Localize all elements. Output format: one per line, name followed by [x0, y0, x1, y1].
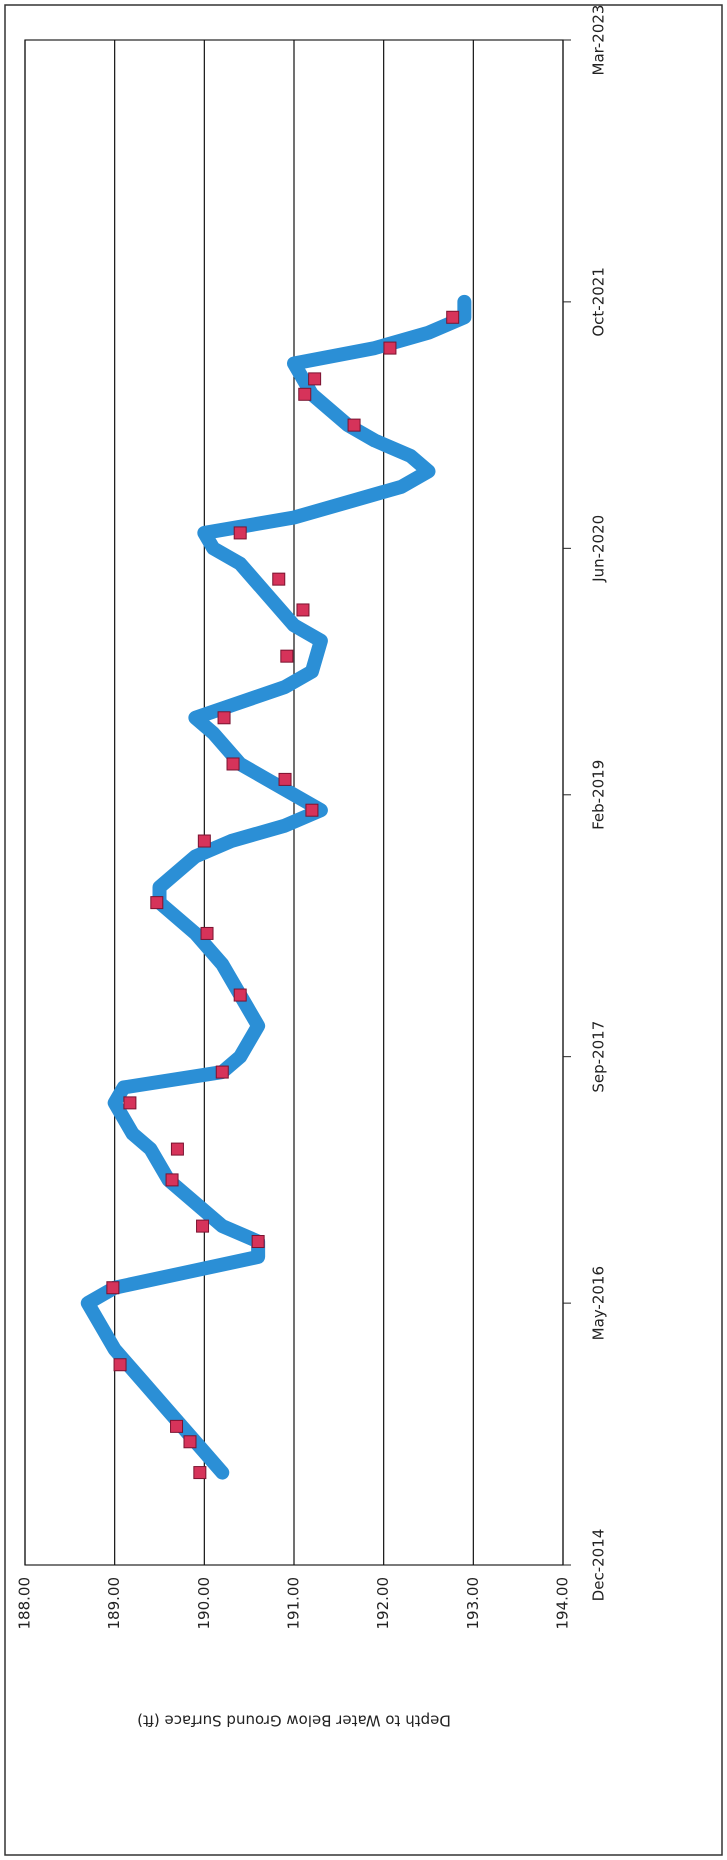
measurement-marker [233, 526, 247, 540]
water-level-line [80, 294, 472, 1480]
x-tick-label: May-2016 [590, 1266, 608, 1340]
measurement-marker [251, 1235, 265, 1249]
measurement-marker [106, 1281, 120, 1295]
measurement-marker [215, 1065, 229, 1079]
x-tick-label: Oct-2021 [590, 267, 608, 337]
measurement-marker [446, 310, 460, 324]
measurement-marker [272, 572, 286, 586]
y-tick-label: 188.00 [16, 1577, 34, 1630]
measurement-marker [347, 418, 361, 432]
y-tick-label: 189.00 [105, 1577, 123, 1630]
measurement-marker [196, 1219, 210, 1233]
x-tick-label: Dec-2014 [590, 1529, 608, 1602]
measurement-marker [383, 341, 397, 355]
measurement-marker [170, 1142, 184, 1156]
measurement-marker [305, 803, 319, 817]
y-tick-label: 193.00 [464, 1577, 482, 1630]
x-tick-label: Mar-2023 [590, 5, 608, 76]
measurement-marker [278, 772, 292, 786]
rotated-chart: Depth to Water Below Ground Surface (ft)… [16, 5, 608, 1730]
y-tick-label: 194.00 [554, 1577, 572, 1630]
measurement-marker [226, 757, 240, 771]
measurement-marker [200, 926, 214, 940]
y-tick-label: 191.00 [285, 1577, 303, 1630]
measurement-marker [308, 372, 322, 386]
measurement-marker [123, 1096, 137, 1110]
measurement-marker [165, 1173, 179, 1187]
measurement-marker [113, 1358, 127, 1372]
measurement-marker [298, 387, 312, 401]
measurement-marker [296, 603, 310, 617]
x-tick-label: Sep-2017 [590, 1021, 608, 1093]
page-border [4, 4, 723, 1856]
measurement-marker [183, 1435, 197, 1449]
measurement-marker [217, 711, 231, 725]
x-tick-label: Jun-2020 [590, 515, 608, 583]
measurement-marker [150, 896, 164, 910]
y-axis-title: Depth to Water Below Ground Surface (ft) [137, 1712, 451, 1730]
measurement-marker [170, 1419, 184, 1433]
y-tick-label: 192.00 [374, 1577, 392, 1630]
y-tick-label: 190.00 [195, 1577, 213, 1630]
measurement-marker [193, 1466, 207, 1480]
measurement-marker [280, 649, 294, 663]
measurement-marker [197, 834, 211, 848]
x-tick-label: Feb-2019 [590, 760, 608, 830]
measurement-marker [233, 988, 247, 1002]
